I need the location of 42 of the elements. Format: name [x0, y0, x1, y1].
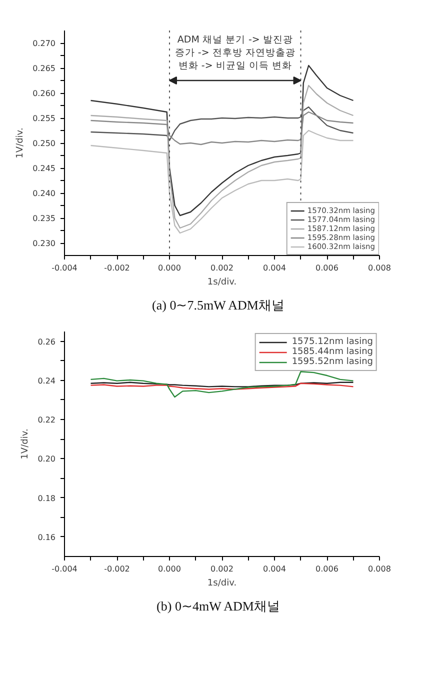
line-series	[90, 130, 354, 234]
line-series	[90, 371, 354, 398]
y-tick-label: 0.18	[38, 494, 56, 503]
y-tick-label: 0.16	[38, 532, 56, 542]
y-tick-label: 0.265	[32, 64, 56, 73]
x-tick-label: -0.004	[52, 564, 78, 574]
x-tick-label: 0.000	[158, 564, 181, 574]
y-tick-label: 0.230	[32, 239, 56, 248]
text: (b) 0∼4mW ADM채널	[156, 598, 280, 614]
x-tick-label: -0.004	[52, 264, 78, 272]
line-series	[90, 111, 354, 146]
x-tick-label: 0.006	[316, 264, 338, 272]
x-tick-label: 0.008	[368, 264, 391, 272]
legend-label: 1575.12nm lasing	[292, 337, 373, 347]
x-tick-label: 0.008	[368, 564, 391, 574]
legend-label: 1585.44nm lasing	[292, 347, 373, 357]
x-axis-title: 1s/div.	[207, 278, 237, 288]
x-tick-label: -0.002	[104, 564, 130, 574]
y-axis-title: 1V/div.	[20, 428, 31, 460]
y-tick-label: 0.24	[38, 376, 56, 386]
y-tick-label: 0.250	[32, 139, 56, 148]
x-tick-label: 0.004	[263, 264, 286, 272]
x-tick-label: 0.000	[158, 264, 181, 272]
x-tick-label: -0.002	[104, 264, 130, 272]
x-tick-label: 0.004	[263, 564, 286, 574]
y-tick-label: 0.260	[32, 89, 56, 98]
y-tick-label: 0.245	[32, 164, 56, 173]
y-tick-label: 0.20	[38, 454, 56, 464]
x-tick-label: 0.006	[316, 564, 338, 574]
x-axis-title: 1s/div.	[207, 578, 237, 588]
y-tick-label: 0.235	[32, 214, 56, 223]
y-axis-title: 1V/div.	[16, 128, 26, 158]
y-tick-label: 0.255	[32, 114, 56, 123]
legend-label: 1595.52nm lasing	[292, 357, 373, 367]
annotation: ADM 채널 분기 -> 발진광 증가 -> 전후방 자연방출광 변화 -> 비균일 이득 변화	[174, 34, 296, 72]
y-tick-label: 0.240	[32, 189, 56, 198]
y-tick-label: 0.270	[32, 39, 56, 48]
x-tick-label: 0.002	[210, 564, 234, 574]
y-tick-label: 0.22	[38, 416, 56, 425]
text: (a) 0∼7.5mW ADM채널	[152, 298, 285, 312]
y-tick-label: 0.26	[38, 337, 56, 346]
x-tick-label: 0.002	[210, 264, 234, 272]
